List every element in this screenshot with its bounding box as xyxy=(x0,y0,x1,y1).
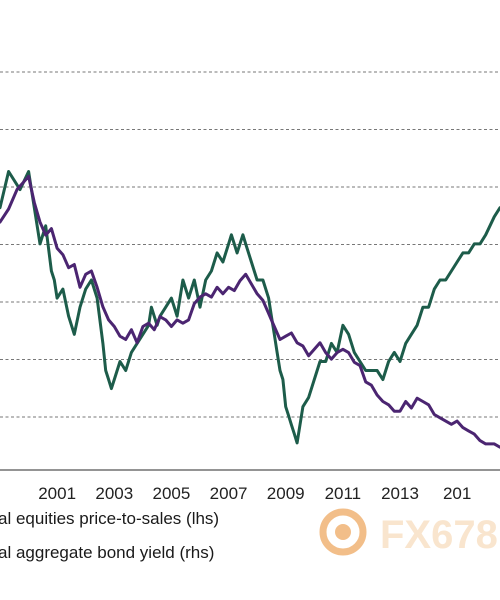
series-line-equities-price-to-sales xyxy=(0,170,500,445)
series-layer xyxy=(0,170,500,449)
x-tick-label: 2009 xyxy=(267,484,305,503)
x-tick-label: 2011 xyxy=(325,484,362,503)
legend: al equities price-to-sales (lhs) al aggr… xyxy=(0,509,219,562)
x-axis-ticks: 2001 2003 2005 2007 2009 2011 2013 201 xyxy=(38,484,471,503)
x-tick-label: 2001 xyxy=(38,484,76,503)
x-tick-label: 2013 xyxy=(381,484,419,503)
x-tick-label: 2005 xyxy=(153,484,191,503)
x-tick-label: 2007 xyxy=(210,484,248,503)
legend-item-bond-yield: al aggregate bond yield (rhs) xyxy=(0,543,214,562)
gridlines xyxy=(0,71,500,418)
x-tick-label: 2003 xyxy=(95,484,133,503)
legend-item-equities: al equities price-to-sales (lhs) xyxy=(0,509,219,528)
series-line-bond-yield xyxy=(0,174,500,449)
watermark-text: FX678 xyxy=(380,513,498,557)
watermark-logo-icon xyxy=(319,508,367,556)
watermark: FX678 xyxy=(319,508,498,557)
x-tick-label: 201 xyxy=(443,484,471,503)
